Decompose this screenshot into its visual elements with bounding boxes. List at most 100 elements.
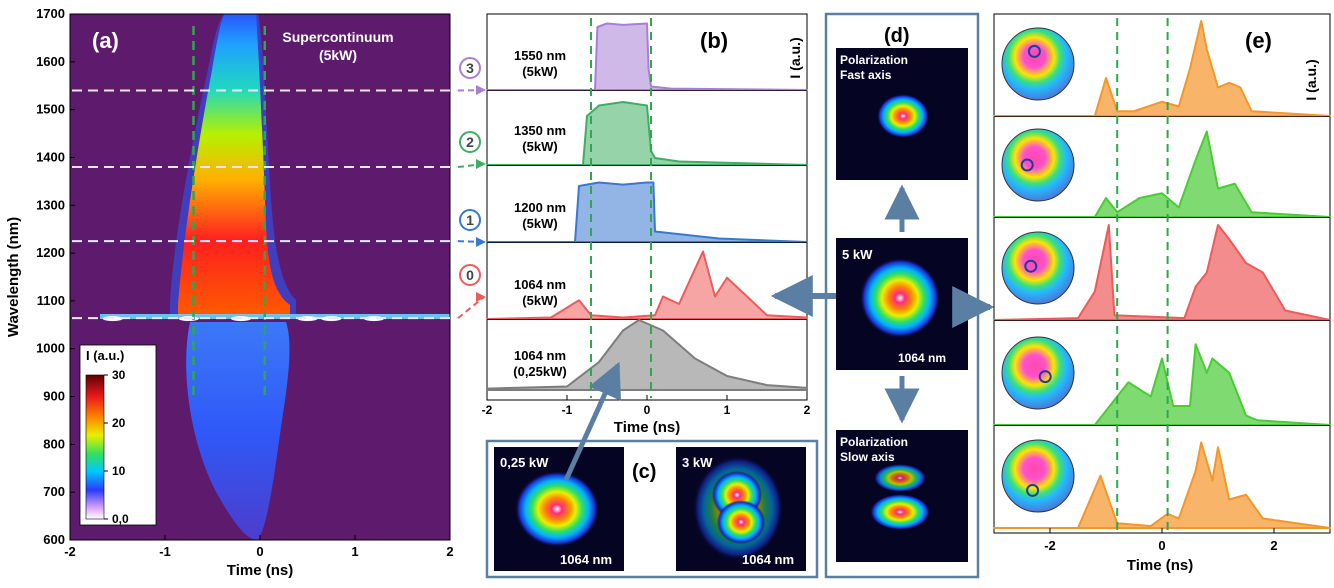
panel-b-traces: 1550 nm(5kW)1350 nm(5kW)1200 nm(5kW)1064… [482, 13, 811, 436]
e-x-tick-label: 2 [1270, 538, 1277, 553]
e-trace [993, 20, 1331, 117]
panel-e-traces: -2 0 2 (e) I (a.u.) Time (ns) [993, 13, 1331, 574]
e-beam-disc [1001, 128, 1075, 202]
a-marker-circle [459, 264, 481, 286]
b-trace [486, 101, 808, 166]
a-x-tick-label: -2 [64, 544, 76, 559]
beam-high-power-wavelength: 1064 nm [742, 552, 794, 567]
a-x-tick-label: 1 [351, 544, 358, 559]
a-y-tick-label: 1000 [36, 341, 65, 356]
supercontinuum-upper-lobe [178, 14, 290, 315]
a-y-tick-label: 900 [43, 389, 65, 404]
e-trace [993, 130, 1331, 218]
b-x-tick-label: -2 [482, 403, 493, 417]
a-y-tick-label: 1600 [36, 54, 65, 69]
a-y-tick-label: 1100 [37, 293, 65, 308]
b-trace-label-wavelength: 1350 nm [514, 123, 566, 138]
panel-b-xlabel: Time (ns) [614, 419, 680, 436]
arrow-c-to-b [563, 361, 621, 482]
b-trace-label-wavelength: 1200 nm [514, 200, 566, 215]
a-y-tick-label: 1400 [36, 149, 65, 164]
b-trace-label-power: (5kW) [522, 139, 557, 154]
a-marker-label: 1 [466, 212, 474, 228]
a-y-tick-label: 800 [43, 436, 65, 451]
e-beam-disc [1001, 231, 1075, 305]
a-wavelength-arrowhead [476, 292, 486, 302]
a-marker-label: 3 [466, 60, 474, 76]
a-y-tick-label: 700 [43, 484, 65, 499]
panel-c-letter: (c) [632, 461, 656, 483]
b-trace [486, 319, 808, 391]
a-wavelength-arrowhead [476, 159, 486, 169]
panel-e-xlabel: Time (ns) [1127, 557, 1193, 574]
e-trace [993, 441, 1331, 529]
e-probe-circle [1038, 370, 1052, 384]
a-marker-circle [459, 131, 481, 153]
b-trace-label-wavelength: 1064 nm [514, 348, 566, 363]
panel-d-letter: (d) [884, 25, 910, 47]
beam-spot-low-power [515, 471, 599, 547]
b-x-tick-label: 1 [724, 403, 731, 417]
e-probe-circle [1026, 483, 1040, 497]
colorbar-tick-label: 30 [112, 368, 126, 382]
b-trace-label-power: (5kW) [522, 64, 557, 79]
e-x-tick-label: 0 [1158, 538, 1165, 553]
b-x-tick-label: 2 [804, 403, 811, 417]
a-wavelength-link [457, 296, 485, 319]
colorbar-tick-label: 10 [112, 464, 126, 478]
beam-5kw-label: 5 kW [842, 247, 873, 262]
beam-5kw-wavelength: 1064 nm [898, 351, 946, 365]
a-y-tick-label: 600 [43, 532, 65, 547]
a-marker-label: 0 [466, 267, 474, 283]
colorbar-label: I (a.u.) [86, 348, 124, 363]
panel-a-ylabel: Wavelength (nm) [5, 217, 22, 337]
panel-a-xlabel: Time (ns) [227, 562, 293, 579]
e-trace [993, 224, 1331, 321]
a-y-tick-label: 1700 [36, 6, 65, 21]
e-beam-disc [1001, 336, 1075, 410]
polarization-fast-line1: Polarization [840, 53, 908, 67]
b-trace-label-power: (0,25kW) [513, 364, 566, 379]
polarization-fast-line2: Fast axis [840, 68, 892, 82]
a-marker-circle [459, 209, 481, 231]
e-beam-disc [1001, 439, 1075, 513]
a-wavelength-arrowhead [476, 85, 486, 95]
a-y-tick-label: 1300 [36, 197, 65, 212]
a-x-tick-label: 0 [256, 544, 263, 559]
polarization-fast-spot [877, 94, 929, 138]
panel-d-polarization: (d) Polarization Fast axis 5 kW 1064 nm … [770, 12, 995, 579]
b-trace-label-power: (5kW) [522, 216, 557, 231]
b-trace [486, 181, 808, 243]
a-x-tick-label: 2 [446, 544, 453, 559]
a-x-tick-label: -1 [159, 544, 171, 559]
beam-low-power-label: 0,25 kW [500, 455, 549, 470]
colorbar-tick-label: 0,0 [112, 512, 129, 526]
panel-e-letter: (e) [1245, 28, 1272, 53]
a-wavelength-arrowhead [476, 237, 486, 247]
beam-5kw-spot [860, 258, 940, 338]
panel-a-heatmap: 0 1 2 3 -2 -1 0 1 2 600 700 800 900 1000 1100 1200 1300… [5, 6, 486, 579]
polarization-slow-line2: Slow axis [840, 450, 895, 464]
pump-line [100, 314, 450, 319]
b-trace-label-wavelength: 1064 nm [514, 277, 566, 292]
polarization-slow-line1: Polarization [840, 435, 908, 449]
b-trace-label-power: (5kW) [522, 293, 557, 308]
e-probe-circle [1024, 259, 1038, 273]
e-probe-circle [1027, 44, 1041, 58]
panel-a-title-line2: (5kW) [319, 47, 357, 63]
beam-lobe-lower [717, 500, 765, 544]
b-x-tick-label: -1 [562, 403, 573, 417]
e-x-tick-label: -2 [1044, 538, 1056, 553]
panel-b-letter: (b) [700, 28, 728, 53]
panel-a-letter: (a) [92, 28, 119, 53]
panel-e-ylabel: I (a.u.) [1303, 59, 1319, 100]
a-marker-label: 2 [466, 134, 474, 150]
panel-a-title-line1: Supercontinuum [282, 29, 393, 45]
colorbar-tick-label: 20 [112, 416, 126, 430]
beam-high-power-label: 3 kW [682, 455, 713, 470]
polarization-slow-spot-upper [874, 464, 926, 492]
e-probe-circle [1020, 158, 1034, 172]
a-y-tick-label: 1200 [36, 245, 65, 260]
panel-b-ylabel: I (a.u.) [787, 37, 803, 78]
